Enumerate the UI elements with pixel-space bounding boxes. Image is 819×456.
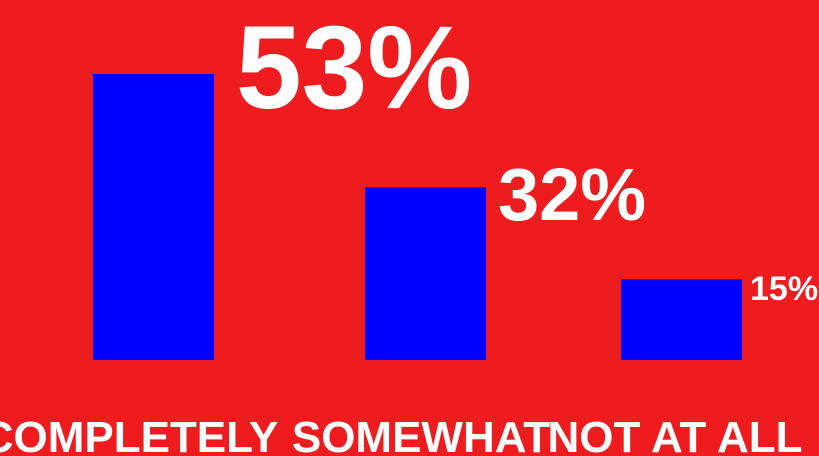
bars-group [93, 74, 742, 360]
category-label-completely: COMPLETELY [0, 413, 278, 456]
bar-not-at-all [621, 279, 742, 360]
bar-somewhat [365, 187, 486, 360]
value-label-somewhat: 32% [498, 153, 646, 236]
category-label-somewhat: SOMEWHAT [292, 413, 550, 456]
value-labels-group: 53% 32% 15% [236, 2, 818, 308]
category-label-not-at-all: NOT AT ALL [548, 413, 803, 456]
value-label-completely: 53% [236, 2, 472, 134]
value-label-not-at-all: 15% [750, 270, 818, 308]
bar-completely [93, 74, 214, 360]
